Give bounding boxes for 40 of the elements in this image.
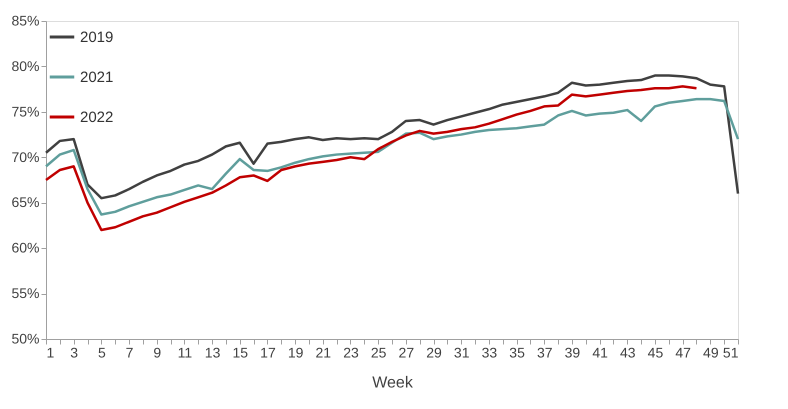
legend-label: 2019: [80, 29, 114, 46]
x-tick-label: 25: [370, 344, 387, 360]
x-tick-label: 29: [426, 344, 442, 360]
x-tick-label: 3: [70, 344, 78, 360]
y-tick-label: 70%: [11, 148, 40, 165]
y-tick-label: 65%: [11, 194, 40, 210]
y-tick-label: 75%: [11, 103, 40, 120]
x-tick-label: 27: [398, 344, 414, 360]
x-tick-label: 47: [675, 344, 692, 360]
x-tick-label: 15: [232, 344, 248, 360]
x-tick-label: 37: [536, 344, 553, 360]
x-tick-label: 45: [648, 344, 664, 360]
y-tick-label: 85%: [11, 12, 40, 28]
x-tick-label: 41: [592, 344, 608, 360]
x-tick-label: 19: [288, 344, 304, 360]
x-tick-label: 17: [260, 344, 276, 360]
x-axis-title: Week: [372, 374, 414, 392]
x-tick-label: 39: [564, 344, 580, 360]
y-tick-label: 80%: [11, 58, 40, 74]
x-tick-label: 13: [204, 344, 221, 360]
line-series: [44, 85, 698, 232]
x-tick-label: 51: [722, 344, 739, 360]
y-tick-label: 50%: [11, 330, 40, 346]
x-tick-label: 11: [178, 344, 192, 360]
x-tick-label: 21: [316, 344, 332, 360]
x-tick-label: 1: [46, 344, 54, 360]
x-tick-label: 9: [153, 344, 162, 360]
x-tick-label: 49: [703, 344, 719, 360]
x-tick-label: 31: [454, 344, 470, 360]
y-tick-label: 60%: [11, 240, 40, 256]
y-tick-label: 55%: [11, 285, 40, 302]
x-tick-label: 23: [343, 344, 359, 360]
x-tick-label: 33: [482, 344, 498, 360]
legend-label: 2021: [80, 69, 114, 86]
x-tick-label: 5: [98, 344, 106, 360]
x-tick-label: 35: [509, 344, 526, 360]
x-tick-label: 43: [620, 344, 636, 360]
legend-label: 2022: [80, 109, 114, 126]
x-tick-label: 7: [126, 344, 134, 360]
line-series: [44, 98, 740, 216]
